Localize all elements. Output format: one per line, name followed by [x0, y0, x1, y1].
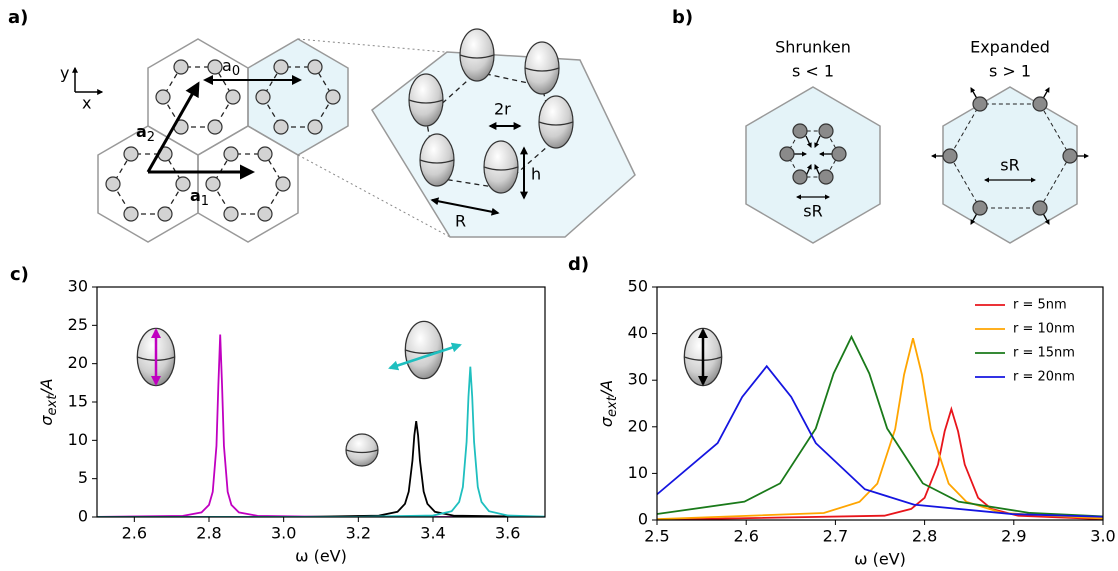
axis-label: x	[82, 94, 91, 113]
y-label-symbol: σ	[37, 415, 56, 426]
x-tick-label: 2.8	[912, 527, 937, 546]
y-tick-label: 0	[638, 510, 648, 529]
state-title: Expanded	[970, 38, 1050, 57]
plot-area	[657, 334, 1103, 520]
hexagon	[745, 86, 881, 244]
x-tick-label: 3.0	[271, 524, 296, 543]
lattice-vector	[146, 81, 200, 173]
y-axis-label: σext/A	[37, 378, 60, 425]
y-tick-label: 10	[68, 430, 88, 449]
vector-label: a1	[190, 186, 209, 209]
x-tick-label: 2.9	[1001, 527, 1026, 546]
x-tick-label: 3.0	[1090, 527, 1115, 546]
y-tick-label: 15	[68, 392, 88, 411]
y-tick-label: 25	[68, 315, 88, 334]
y-tick-label: 10	[628, 463, 648, 482]
dimension-label: h	[531, 165, 541, 184]
x-axis-label: ω (eV)	[295, 547, 347, 566]
series-line	[97, 334, 545, 517]
x-tick-label: 3.4	[420, 524, 445, 543]
legend-label: r = 20nm	[1013, 370, 1075, 385]
spacing-label: sR	[1000, 156, 1019, 175]
dimension-label: 2r	[494, 100, 511, 119]
series-line	[97, 421, 545, 517]
state-condition: s < 1	[792, 62, 834, 81]
y-tick-label: 20	[68, 353, 88, 372]
y-tick-label: 30	[68, 277, 88, 296]
spacing-label: sR	[803, 202, 822, 221]
ring-radius-arrow	[430, 197, 500, 216]
y-tick-label: 0	[78, 507, 88, 526]
y-tick-label: 40	[628, 323, 648, 342]
zoom-line	[297, 38, 446, 53]
particle	[408, 73, 444, 127]
legend-label: r = 15nm	[1013, 346, 1075, 361]
particle	[459, 28, 495, 82]
panel-label: d)	[568, 254, 589, 275]
particles	[779, 123, 847, 185]
x-axis-label: ω (eV)	[854, 550, 906, 569]
x-tick-label: 2.6	[122, 524, 147, 543]
particle	[419, 133, 455, 187]
series-line	[657, 364, 1103, 518]
series-line	[657, 334, 1103, 518]
plot-area	[97, 334, 545, 517]
x-tick-label: 2.5	[644, 527, 669, 546]
panel-label: c)	[10, 264, 29, 285]
axis-label: y	[60, 64, 69, 83]
particle	[524, 41, 560, 95]
vector-sub: 0	[232, 64, 240, 79]
dimension-label: R	[455, 212, 466, 231]
zoom-line	[297, 154, 451, 238]
series-line	[97, 366, 545, 517]
particles	[942, 96, 1078, 216]
series-line	[657, 338, 1103, 520]
highlight-cell	[248, 39, 348, 155]
x-tick-label: 3.2	[346, 524, 371, 543]
particle	[483, 140, 519, 194]
panel-a: a) y x a0 a2 a1 2r h R	[8, 7, 636, 243]
mode-icons	[136, 320, 723, 467]
chart: c) 2.6 2.8 3.0 3.2 3.4 3.6 0 5 10 15 20 25 30 ω (eV) σe…	[10, 264, 546, 566]
y-label-rest: /A	[597, 380, 616, 398]
vector-base: a	[190, 186, 201, 205]
vector-label: a2	[136, 122, 155, 145]
series-line	[657, 405, 1103, 520]
y-label-symbol: σ	[597, 416, 616, 427]
y-axis-label: σext/A	[597, 380, 620, 427]
state-title: Shrunken	[775, 38, 851, 57]
x-tick-label: 3.6	[495, 524, 520, 543]
x-tick-label: 2.8	[196, 524, 221, 543]
particle	[538, 95, 574, 149]
panel-label: a)	[8, 7, 28, 28]
legend-label: r = 10nm	[1013, 322, 1075, 337]
panel-b: b) Shrunken s < 1 Expanded s > 1 sR	[672, 7, 1090, 244]
state-condition: s > 1	[989, 62, 1031, 81]
panel-label: b)	[672, 7, 693, 28]
vector-label: a0	[222, 56, 240, 79]
y-tick-label: 50	[628, 277, 648, 296]
y-tick-label: 30	[628, 370, 648, 389]
axes-frame	[656, 286, 1104, 521]
y-label-sub: ext	[45, 394, 60, 416]
legend-label: r = 5nm	[1013, 298, 1067, 313]
chart: d) 2.5 2.6 2.7 2.8 2.9 3.0 0 10 20 30 40 50 ω (eV) σex…	[568, 254, 1116, 569]
y-tick-label: 5	[78, 468, 88, 487]
x-tick-label: 2.7	[823, 527, 848, 546]
y-tick-label: 20	[628, 416, 648, 435]
unit-cell	[147, 38, 249, 156]
vector-sub: 2	[147, 130, 155, 145]
y-label-sub: ext	[605, 395, 620, 417]
x-tick-label: 2.6	[733, 527, 758, 546]
y-label-rest: /A	[37, 378, 56, 396]
vector-base: a	[136, 122, 147, 141]
vector-sub: 1	[201, 194, 209, 209]
vector-base: a	[222, 56, 232, 75]
